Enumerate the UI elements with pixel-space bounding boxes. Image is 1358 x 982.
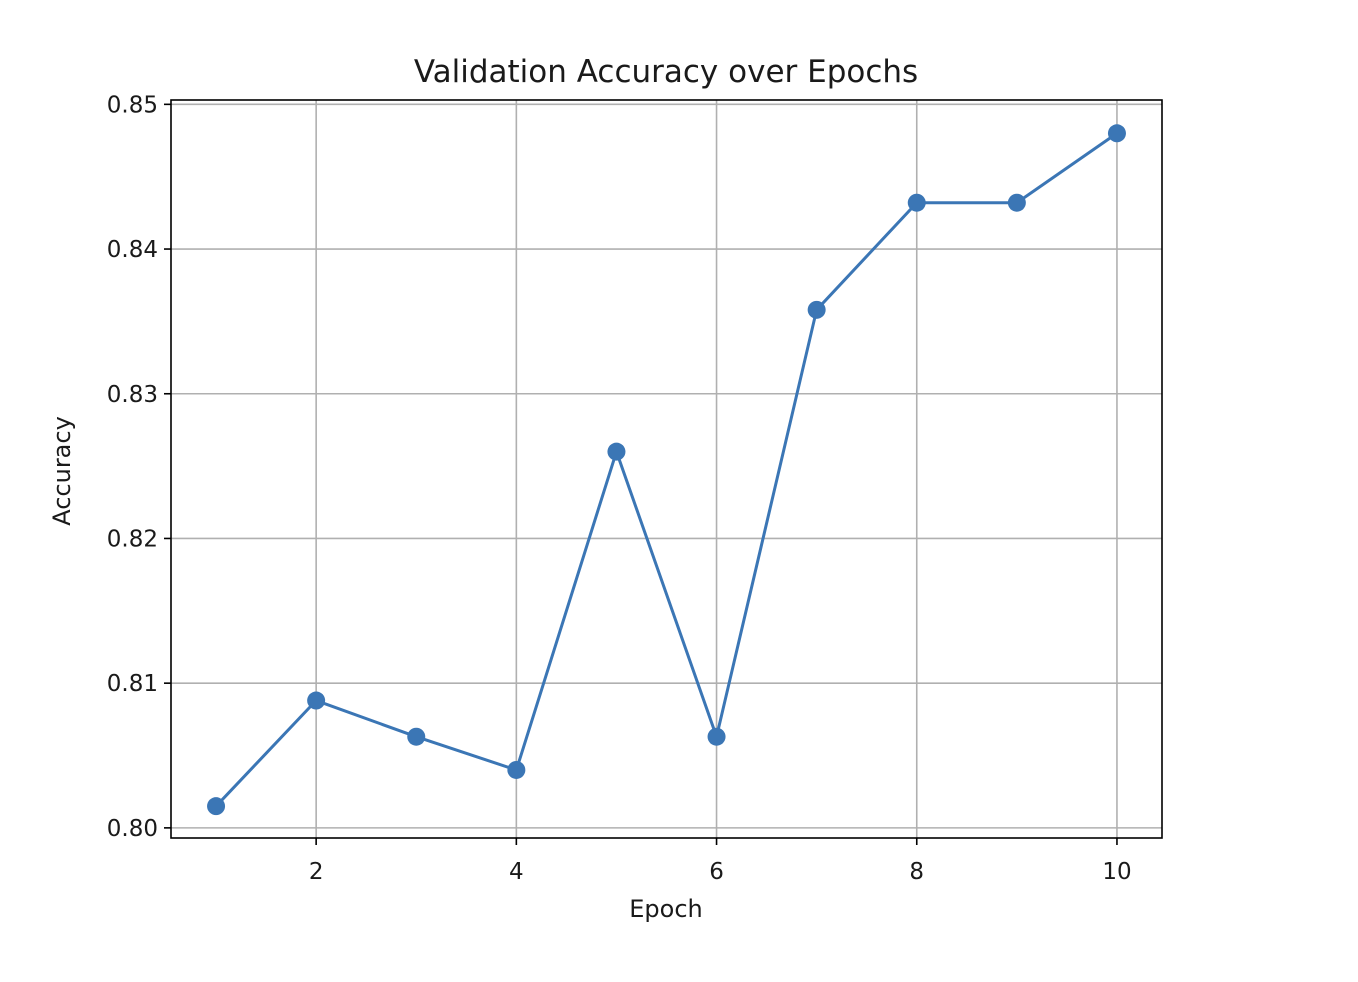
x-tick-label: 2 [309,859,324,885]
data-point-marker [1007,193,1026,212]
series-layer [207,124,1126,816]
y-tick-label: 0.82 [107,526,158,552]
x-axis-label: Epoch [629,895,703,923]
data-point-marker [1107,124,1126,143]
y-tick-label: 0.83 [107,382,158,408]
y-tick-label: 0.84 [107,237,158,263]
x-tick-label: 4 [509,859,524,885]
x-tick-label: 8 [909,859,924,885]
tick-layer: 2 4 6 8 10 0.80 0.81 0.82 0.83 0.84 0.85 [107,92,1132,885]
data-point-marker [207,797,226,816]
chart-title: Validation Accuracy over Epochs [414,54,918,90]
x-tick-label: 6 [709,859,724,885]
series-line [214,131,1119,808]
data-point-marker [607,442,626,461]
data-point-marker [307,691,326,710]
data-point-marker [407,727,426,746]
plot-area-frame [170,99,1163,839]
grid-layer [171,100,1162,838]
data-point-marker [907,193,926,212]
y-tick-label: 0.85 [107,92,158,118]
data-point-marker [807,300,826,319]
data-point-marker [707,727,726,746]
y-tick-label: 0.80 [107,816,158,842]
y-axis-label: Accuracy [48,416,76,526]
data-point-marker [507,760,526,779]
y-tick-label: 0.81 [107,671,158,697]
x-tick-label: 10 [1102,859,1131,885]
